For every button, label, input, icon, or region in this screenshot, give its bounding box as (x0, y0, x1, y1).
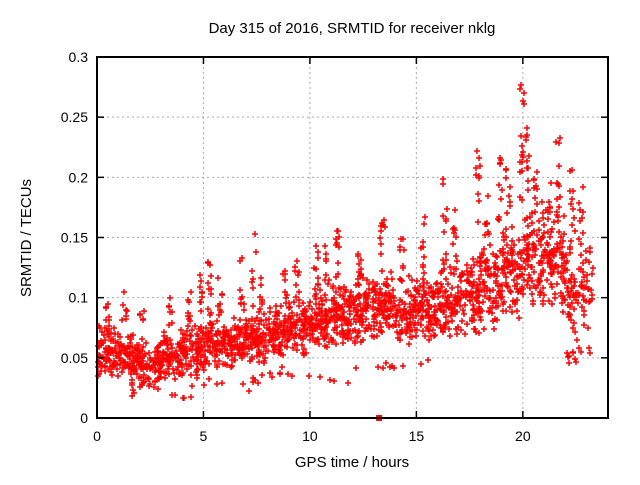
y-tick-label: 0.05 (61, 350, 88, 366)
gridlines (97, 57, 608, 418)
y-tick-label: 0.2 (69, 169, 89, 185)
x-tick-label: 15 (409, 428, 425, 444)
x-tick-label: 5 (200, 428, 208, 444)
scatter-markers (95, 82, 596, 401)
x-tick-label: 10 (302, 428, 318, 444)
y-tick-label: 0.25 (61, 109, 88, 125)
plot-frame (96, 56, 609, 419)
y-axis-label: SRMTID / TECUs (18, 179, 35, 297)
tick-labels: 0 5 10 15 20 0 0.05 0.1 0.15 0.2 0.25 0.3 (61, 49, 531, 444)
x-tick-label: 0 (93, 428, 101, 444)
y-tick-label: 0.1 (69, 290, 89, 306)
y-tick-label: 0.15 (61, 230, 88, 246)
data-points (95, 82, 596, 421)
y-tick-label: 0 (80, 410, 88, 426)
y-tick-label: 0.3 (69, 49, 89, 65)
x-tick-label: 20 (515, 428, 531, 444)
x-axis-label: GPS time / hours (295, 454, 409, 471)
chart-title: Day 315 of 2016, SRMTID for receiver nkl… (209, 20, 496, 37)
